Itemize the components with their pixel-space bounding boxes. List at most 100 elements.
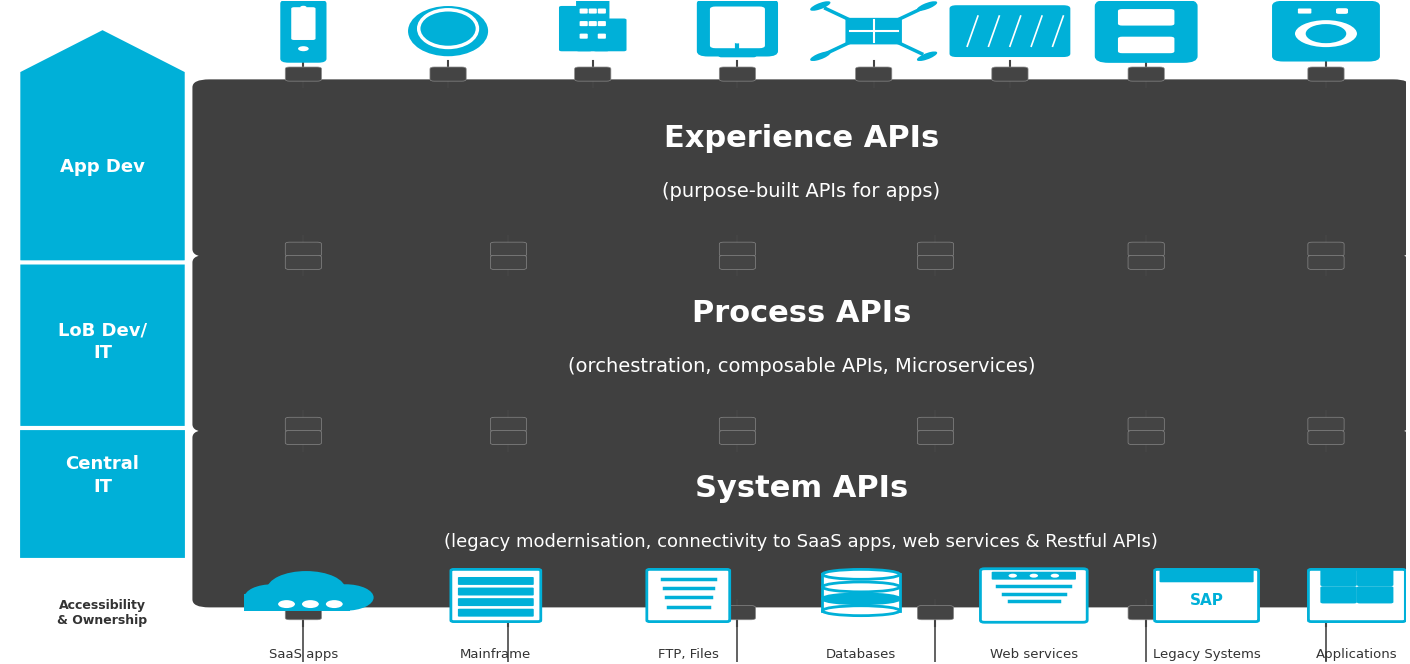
- FancyBboxPatch shape: [598, 9, 606, 13]
- Ellipse shape: [916, 51, 938, 61]
- Circle shape: [1050, 574, 1059, 578]
- Circle shape: [317, 584, 374, 611]
- FancyBboxPatch shape: [458, 577, 534, 585]
- FancyBboxPatch shape: [1308, 256, 1344, 270]
- FancyBboxPatch shape: [458, 598, 534, 606]
- FancyBboxPatch shape: [1308, 417, 1344, 432]
- Ellipse shape: [822, 606, 900, 616]
- FancyBboxPatch shape: [1308, 606, 1344, 620]
- Circle shape: [1008, 574, 1017, 578]
- Ellipse shape: [916, 1, 938, 11]
- FancyBboxPatch shape: [1297, 9, 1311, 13]
- Text: (orchestration, composable APIs, Microservices): (orchestration, composable APIs, Microse…: [568, 357, 1035, 376]
- FancyBboxPatch shape: [589, 21, 596, 26]
- FancyBboxPatch shape: [1118, 9, 1175, 26]
- FancyBboxPatch shape: [451, 570, 541, 622]
- FancyBboxPatch shape: [589, 9, 596, 13]
- FancyBboxPatch shape: [719, 242, 756, 256]
- FancyBboxPatch shape: [285, 67, 321, 81]
- FancyBboxPatch shape: [1128, 242, 1165, 256]
- FancyBboxPatch shape: [1308, 67, 1344, 81]
- FancyBboxPatch shape: [598, 34, 606, 39]
- Text: LoB Dev/
IT: LoB Dev/ IT: [58, 321, 147, 362]
- FancyBboxPatch shape: [1177, 33, 1196, 48]
- FancyBboxPatch shape: [1320, 569, 1356, 586]
- FancyBboxPatch shape: [285, 256, 321, 270]
- Text: Databases: Databases: [826, 648, 897, 661]
- FancyBboxPatch shape: [1128, 606, 1165, 620]
- Polygon shape: [18, 262, 186, 444]
- Ellipse shape: [407, 6, 488, 56]
- FancyBboxPatch shape: [558, 6, 592, 51]
- FancyBboxPatch shape: [697, 0, 778, 56]
- Text: App Dev: App Dev: [61, 157, 145, 175]
- Ellipse shape: [811, 1, 830, 11]
- Ellipse shape: [822, 582, 900, 592]
- Text: Applications: Applications: [1316, 648, 1397, 661]
- Circle shape: [278, 600, 295, 608]
- Circle shape: [302, 600, 319, 608]
- Text: Process APIs: Process APIs: [692, 299, 911, 328]
- FancyBboxPatch shape: [991, 572, 1076, 580]
- FancyBboxPatch shape: [292, 7, 316, 40]
- Ellipse shape: [822, 570, 900, 579]
- FancyBboxPatch shape: [647, 570, 730, 622]
- FancyBboxPatch shape: [281, 0, 327, 62]
- Text: (purpose-built APIs for apps): (purpose-built APIs for apps): [663, 182, 940, 201]
- FancyBboxPatch shape: [1308, 430, 1344, 445]
- FancyBboxPatch shape: [980, 569, 1087, 622]
- FancyBboxPatch shape: [1177, 14, 1196, 29]
- Bar: [244, 594, 350, 611]
- Text: Web services: Web services: [990, 648, 1077, 661]
- Ellipse shape: [811, 51, 830, 61]
- FancyBboxPatch shape: [491, 256, 526, 270]
- FancyBboxPatch shape: [1356, 569, 1393, 586]
- FancyBboxPatch shape: [719, 256, 756, 270]
- Circle shape: [1293, 18, 1359, 49]
- Circle shape: [300, 6, 306, 9]
- FancyBboxPatch shape: [1155, 570, 1259, 622]
- FancyBboxPatch shape: [1094, 0, 1197, 63]
- FancyBboxPatch shape: [1128, 256, 1165, 270]
- Text: SAP: SAP: [1190, 594, 1224, 608]
- FancyBboxPatch shape: [1097, 33, 1115, 48]
- Text: (legacy modernisation, connectivity to SaaS apps, web services & Restful APIs): (legacy modernisation, connectivity to S…: [444, 533, 1158, 550]
- FancyBboxPatch shape: [709, 7, 766, 48]
- FancyBboxPatch shape: [1272, 1, 1380, 62]
- FancyBboxPatch shape: [1308, 570, 1406, 622]
- FancyBboxPatch shape: [285, 606, 321, 620]
- FancyBboxPatch shape: [577, 0, 609, 51]
- FancyBboxPatch shape: [1308, 242, 1344, 256]
- FancyBboxPatch shape: [458, 588, 534, 596]
- FancyBboxPatch shape: [192, 254, 1410, 432]
- FancyBboxPatch shape: [918, 417, 953, 432]
- FancyBboxPatch shape: [1159, 569, 1253, 582]
- Polygon shape: [18, 28, 186, 279]
- FancyBboxPatch shape: [918, 430, 953, 445]
- Ellipse shape: [822, 594, 900, 604]
- FancyBboxPatch shape: [430, 67, 467, 81]
- FancyBboxPatch shape: [918, 606, 953, 620]
- FancyBboxPatch shape: [192, 430, 1410, 608]
- Text: Mainframe: Mainframe: [460, 648, 532, 661]
- Text: Central
IT: Central IT: [66, 456, 140, 495]
- FancyBboxPatch shape: [285, 430, 321, 445]
- FancyBboxPatch shape: [491, 606, 526, 620]
- Text: Legacy Systems: Legacy Systems: [1153, 648, 1261, 661]
- FancyBboxPatch shape: [719, 67, 756, 81]
- Polygon shape: [18, 428, 186, 560]
- Text: System APIs: System APIs: [695, 474, 908, 503]
- FancyBboxPatch shape: [1320, 586, 1356, 604]
- FancyBboxPatch shape: [846, 18, 902, 44]
- Circle shape: [1306, 24, 1347, 43]
- FancyBboxPatch shape: [285, 242, 321, 256]
- FancyBboxPatch shape: [918, 256, 953, 270]
- FancyBboxPatch shape: [1337, 8, 1348, 14]
- FancyBboxPatch shape: [285, 417, 321, 432]
- FancyBboxPatch shape: [580, 34, 588, 39]
- Circle shape: [1029, 574, 1038, 578]
- FancyBboxPatch shape: [580, 21, 588, 26]
- Text: FTP, Files: FTP, Files: [658, 648, 719, 661]
- FancyBboxPatch shape: [491, 242, 526, 256]
- FancyBboxPatch shape: [719, 606, 756, 620]
